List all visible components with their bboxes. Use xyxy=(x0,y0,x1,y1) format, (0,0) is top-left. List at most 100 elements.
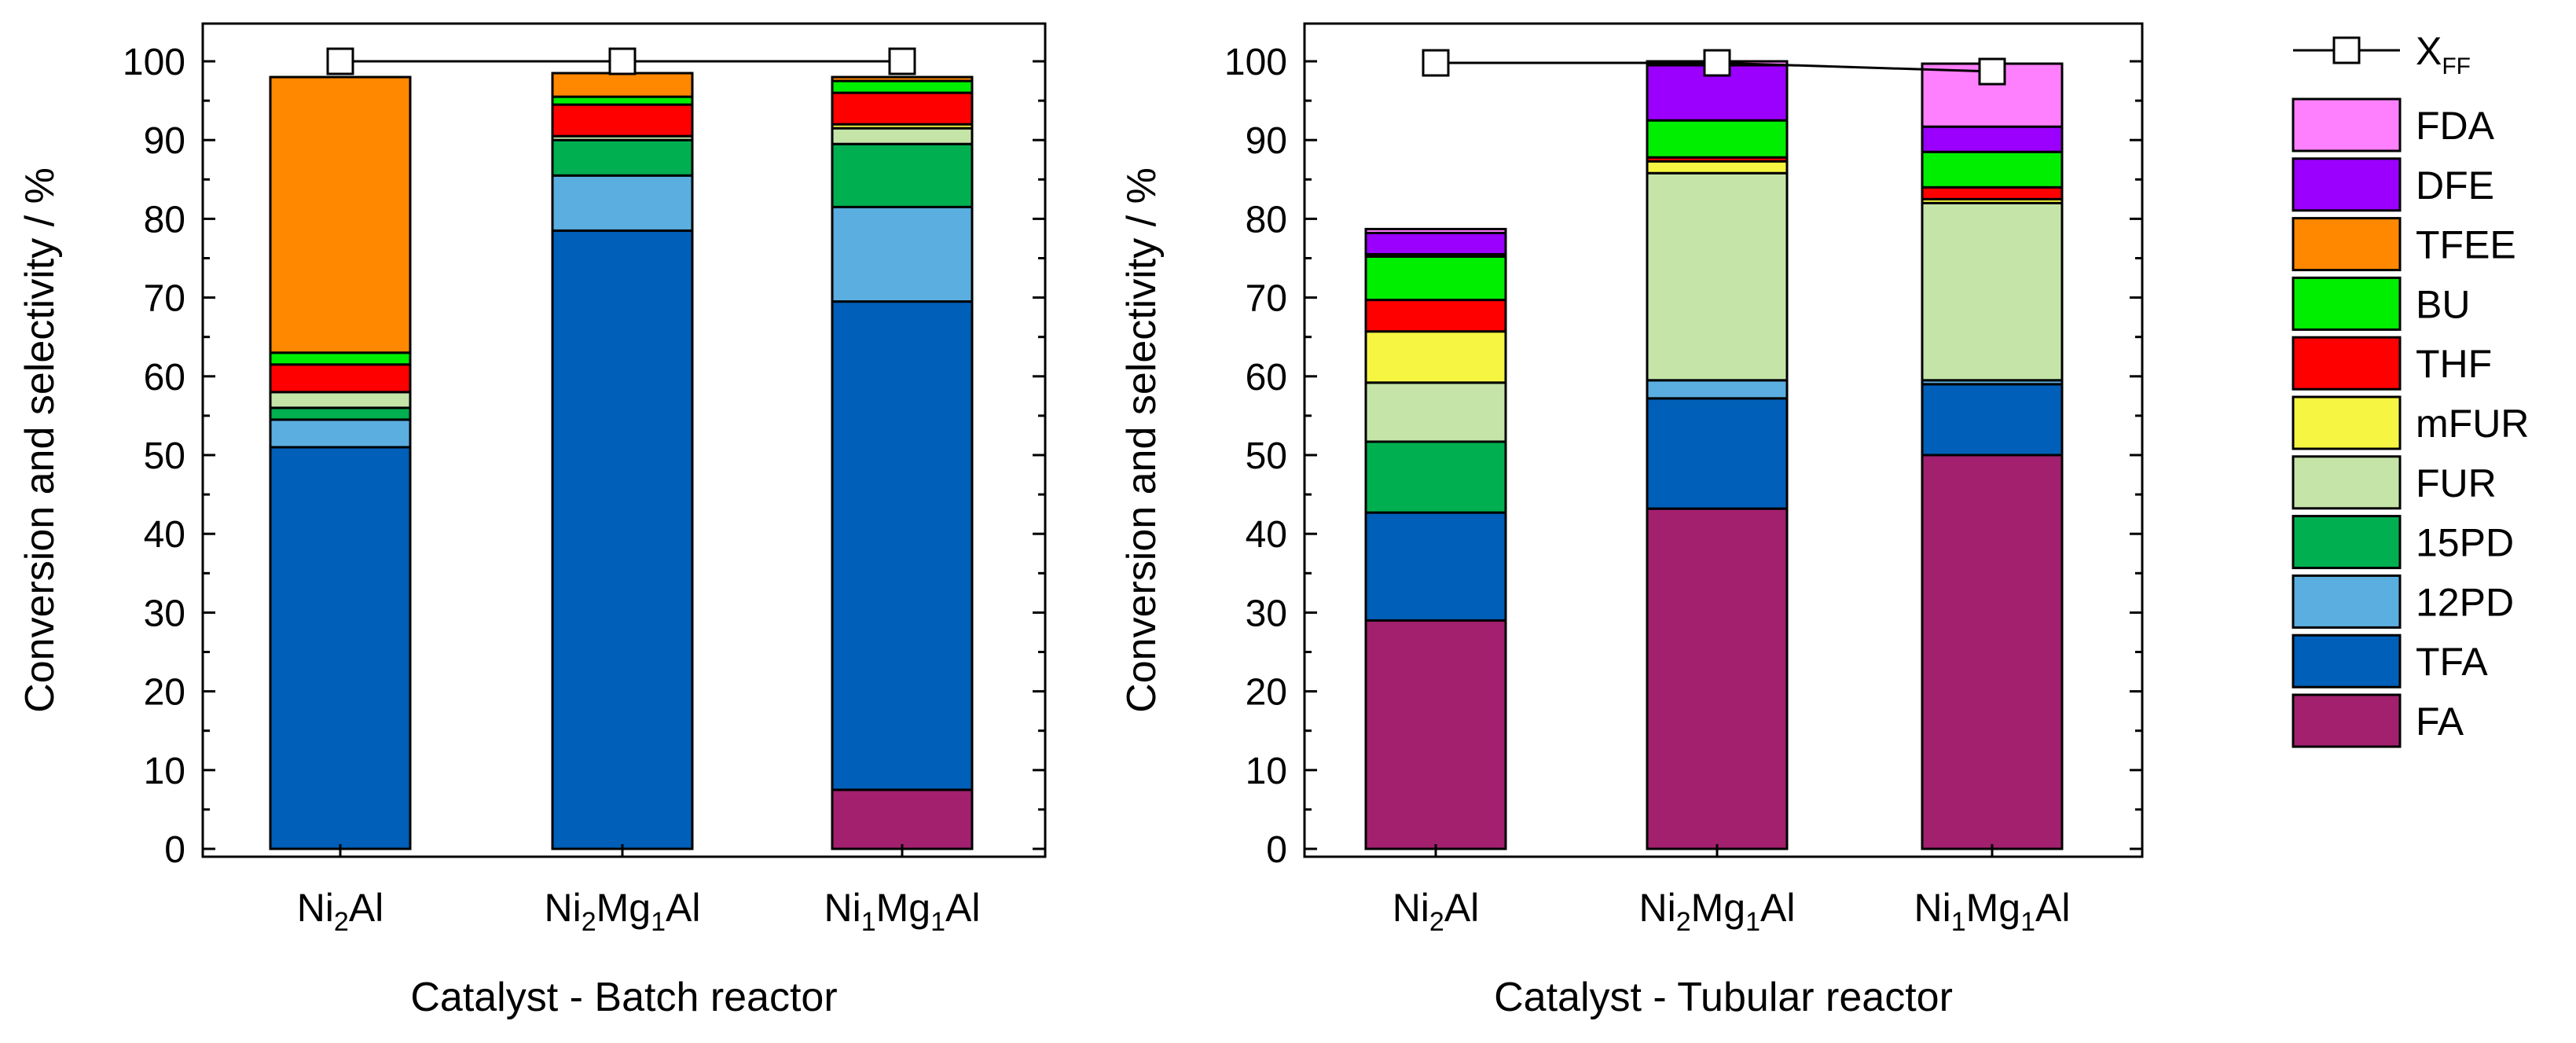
legend-swatch-thf xyxy=(2292,336,2402,391)
legend-swatch-fa xyxy=(2292,693,2402,748)
x-tick-label-part: Mg xyxy=(596,886,651,930)
legend: XFF FDA DFE TFEE BU THF mFUR FUR 15PD 12PD TFA FA xyxy=(2292,29,2529,748)
x-tick-label: Ni2Mg1Al xyxy=(1639,886,1796,937)
bar-segment-tfee-ni2mg1al xyxy=(551,72,694,98)
legend-label-tfa: TFA xyxy=(2416,640,2488,684)
legend-square-marker xyxy=(2332,36,2361,64)
bar-segment-dfe-ni1mg1al xyxy=(1921,125,2064,153)
bar-segment-tfa-ni1mg1al xyxy=(1921,383,2064,457)
bar-segment-tfa-ni1mg1al xyxy=(831,300,974,791)
bar-segment-tfee-ni2al xyxy=(269,75,412,354)
x-tick-label-part: Mg xyxy=(876,886,930,930)
y-tick-label: 70 xyxy=(1246,278,1287,320)
x-tick-label-part: Al xyxy=(666,886,700,930)
y-tick-label: 10 xyxy=(144,751,185,792)
y-tick-label: 30 xyxy=(1246,593,1287,634)
legend-label-fda: FDA xyxy=(2416,104,2495,148)
legend-swatch-15pd xyxy=(2292,515,2402,570)
legend-swatch-fur xyxy=(2292,455,2402,510)
x-tick-label-part: Al xyxy=(2035,886,2070,930)
bar-segment-bu-ni2al xyxy=(1364,255,1507,302)
legend-swatch-bu xyxy=(2292,276,2402,331)
y-tick-label: 60 xyxy=(1246,357,1287,398)
x-tick-label-part: Ni xyxy=(545,886,582,930)
x-tick-label-part: Ni xyxy=(1639,886,1676,930)
x-tick-label-subscript: 1 xyxy=(1745,907,1760,937)
bar-segment-fur-ni2al xyxy=(1364,381,1507,443)
y-tick-label: 100 xyxy=(123,42,185,83)
bar-segment-fda-ni2al xyxy=(1364,227,1507,234)
x-tick-label-part: Mg xyxy=(1691,886,1745,930)
legend-label-thf: THF xyxy=(2416,342,2492,386)
conversion-marker-ni2mg1al xyxy=(1703,49,1731,77)
x-tick-label-part: Al xyxy=(349,886,383,930)
legend-swatch-fda xyxy=(2292,97,2402,152)
y-tick-label: 70 xyxy=(144,278,185,320)
bar-segment-thf-ni2al xyxy=(1364,299,1507,333)
bar-segment-thf-ni1mg1al xyxy=(1921,185,2064,200)
bar-segment-15pd-ni2al xyxy=(1364,440,1507,514)
y-axis-title: Conversion and selectivity / % xyxy=(1119,167,1165,713)
bar-segment-tfa-ni2al xyxy=(1364,511,1507,622)
bar-segment-tfa-ni2al xyxy=(269,446,412,850)
bar-segment-bu-ni1mg1al xyxy=(1921,150,2064,189)
x-tick-label: Ni1Mg1Al xyxy=(1914,886,2071,937)
legend-label-dfe: DFE xyxy=(2416,163,2494,207)
y-tick-label: 30 xyxy=(144,593,185,634)
bar-segment-15pd-ni2mg1al xyxy=(551,138,694,177)
legend-swatch-tfee xyxy=(2292,217,2402,272)
x-axis-title: Catalyst - Tubular reactor xyxy=(1494,975,1953,1020)
legend-swatch-dfe xyxy=(2292,157,2402,212)
y-tick-label: 20 xyxy=(144,672,185,714)
x-tick-label-subscript: 2 xyxy=(334,907,349,937)
bar-segment-tfa-ni2mg1al xyxy=(1646,397,1789,510)
y-tick-label: 90 xyxy=(1246,120,1287,162)
y-tick-label: 80 xyxy=(1246,199,1287,241)
legend-label-15pd: 15PD xyxy=(2416,521,2514,565)
y-tick-label: 50 xyxy=(1246,435,1287,477)
bar-segment-fur-ni2al xyxy=(269,391,412,409)
conversion-marker-ni1mg1al xyxy=(888,47,916,75)
conversion-marker-ni1mg1al xyxy=(1978,57,2006,86)
x-tick-label-part: Mg xyxy=(1966,886,2020,930)
y-tick-label: 10 xyxy=(1246,751,1287,792)
x-axis-title: Catalyst - Batch reactor xyxy=(410,975,837,1020)
x-tick-label-subscript: 1 xyxy=(861,907,876,937)
x-tick-label-part: Al xyxy=(1760,886,1795,930)
x-tick-label: Ni2Al xyxy=(297,886,384,937)
legend-swatch-tfa xyxy=(2292,634,2402,689)
legend-label-fa: FA xyxy=(2416,700,2464,744)
y-tick-label: 40 xyxy=(144,514,185,556)
y-tick-label: 20 xyxy=(1246,672,1287,714)
bar-segment-thf-ni1mg1al xyxy=(831,91,974,126)
legend-label-tfee: TFEE xyxy=(2416,223,2516,267)
bar-segment-fur-ni1mg1al xyxy=(1921,201,2064,382)
y-tick-label: 80 xyxy=(144,199,185,241)
y-tick-label: 60 xyxy=(144,357,185,398)
x-tick-label-part: Ni xyxy=(1914,886,1951,930)
legend-label-mfur: mFUR xyxy=(2416,402,2529,446)
bar-segment-thf-ni2al xyxy=(269,363,412,394)
x-tick-label-part: Ni xyxy=(824,886,861,930)
x-tick-label: Ni2Al xyxy=(1393,886,1480,937)
x-tick-label-subscript: 1 xyxy=(2020,907,2035,937)
bar-segment-fur-ni1mg1al xyxy=(831,127,974,145)
legend-label-base: X xyxy=(2416,29,2442,73)
x-tick-label-part: Al xyxy=(945,886,980,930)
y-tick-label: 90 xyxy=(144,120,185,162)
x-tick-label-subscript: 1 xyxy=(651,907,666,937)
y-tick-label: 0 xyxy=(164,829,185,871)
y-tick-label: 100 xyxy=(1224,42,1287,83)
x-tick-label-part: Al xyxy=(1444,886,1479,930)
bar-segment-tfa-ni2mg1al xyxy=(551,229,694,850)
x-tick-label-subscript: 1 xyxy=(930,907,945,937)
bar-segment-mfur-ni2mg1al xyxy=(1646,160,1789,174)
legend-label-12pd: 12PD xyxy=(2416,580,2514,624)
conversion-marker-ni2al xyxy=(1422,49,1450,77)
x-tick-label-part: Ni xyxy=(297,886,334,930)
bar-segment-bu-ni2al xyxy=(269,351,412,366)
bar-segment-12pd-ni2al xyxy=(269,418,412,449)
x-tick-label: Ni2Mg1Al xyxy=(545,886,701,937)
